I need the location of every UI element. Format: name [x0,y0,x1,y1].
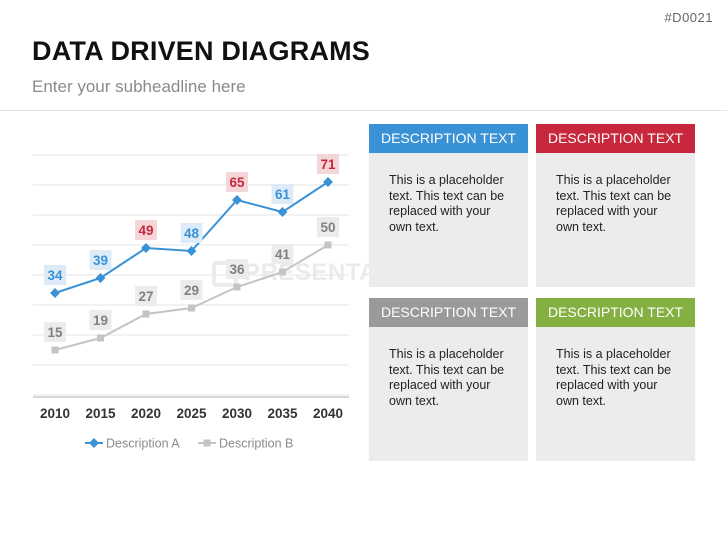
x-tick-label: 2025 [176,406,207,421]
card-body-3: This is a placeholder text. This text ca… [389,347,505,408]
data-point [142,310,150,318]
card-header-4: DESCRIPTION TEXT [536,298,695,327]
description-card-2: DESCRIPTION TEXT This is a placeholder t… [536,124,695,287]
data-point [50,288,60,298]
card-body-2: This is a placeholder text. This text ca… [556,173,672,234]
card-body-4: This is a placeholder text. This text ca… [556,347,672,408]
data-point [51,346,59,354]
data-label-bg [226,259,248,279]
data-label-bg [44,265,66,285]
data-label-bg [89,310,112,330]
data-label-bg [135,220,157,240]
data-point [324,241,332,249]
x-tick-label: 2035 [267,406,298,421]
data-label-bg [180,223,203,243]
data-label: 41 [275,247,291,262]
card-header-1: DESCRIPTION TEXT [369,124,528,153]
data-label: 50 [320,220,335,235]
data-label: 34 [47,268,63,283]
slide-id: #D0021 [664,10,713,25]
x-tick-label: 2020 [131,406,161,421]
data-point [279,268,286,276]
page-subtitle: Enter your subheadline here [32,77,246,96]
description-card-4: DESCRIPTION TEXT This is a placeholder t… [536,298,695,461]
x-tick-label: 2030 [222,406,252,421]
data-label-bg [89,250,112,270]
data-label-bg [226,172,248,192]
data-label-bg [44,322,66,342]
data-label: 36 [229,262,245,277]
data-label: 29 [184,283,199,298]
header-divider [0,110,727,111]
card-header-3: DESCRIPTION TEXT [369,298,528,327]
data-point [232,195,242,205]
card-body-1: This is a placeholder text. This text ca… [389,173,505,234]
x-tick-label: 2015 [85,406,116,421]
data-label-bg [271,244,294,264]
data-point [188,304,195,312]
legend-marker-square-icon [203,439,211,447]
description-card-1: DESCRIPTION TEXT This is a placeholder t… [369,124,528,287]
data-label: 27 [138,289,153,304]
data-label: 15 [47,325,63,340]
data-label: 39 [93,253,108,268]
data-point [277,207,288,217]
data-label: 48 [184,226,200,241]
data-label-bg [180,280,203,300]
data-point [97,334,104,342]
x-tick-label: 2040 [313,406,343,421]
legend-marker-diamond-icon [89,438,99,448]
x-tick-label: 2010 [40,406,70,421]
data-label: 49 [138,223,153,238]
data-label: 19 [93,313,108,328]
data-label-bg [271,184,294,204]
data-label: 71 [320,157,336,172]
data-label: 61 [275,187,291,202]
legend-label-a: Description A [106,437,180,451]
card-header-2: DESCRIPTION TEXT [536,124,695,153]
data-point [186,246,197,256]
line-chart: 2010 2015 2020 2025 2030 2035 2040 34 39 49 48 65 61… [33,154,349,451]
legend-label-b: Description B [219,437,293,451]
page-title: DATA DRIVEN DIAGRAMS [32,36,370,66]
data-label-bg [135,286,157,306]
data-label: 65 [229,175,245,190]
data-point [233,283,241,291]
data-label-bg [317,217,339,237]
data-point [141,243,151,253]
data-label-bg [317,154,339,174]
description-card-3: DESCRIPTION TEXT This is a placeholder t… [369,298,528,461]
